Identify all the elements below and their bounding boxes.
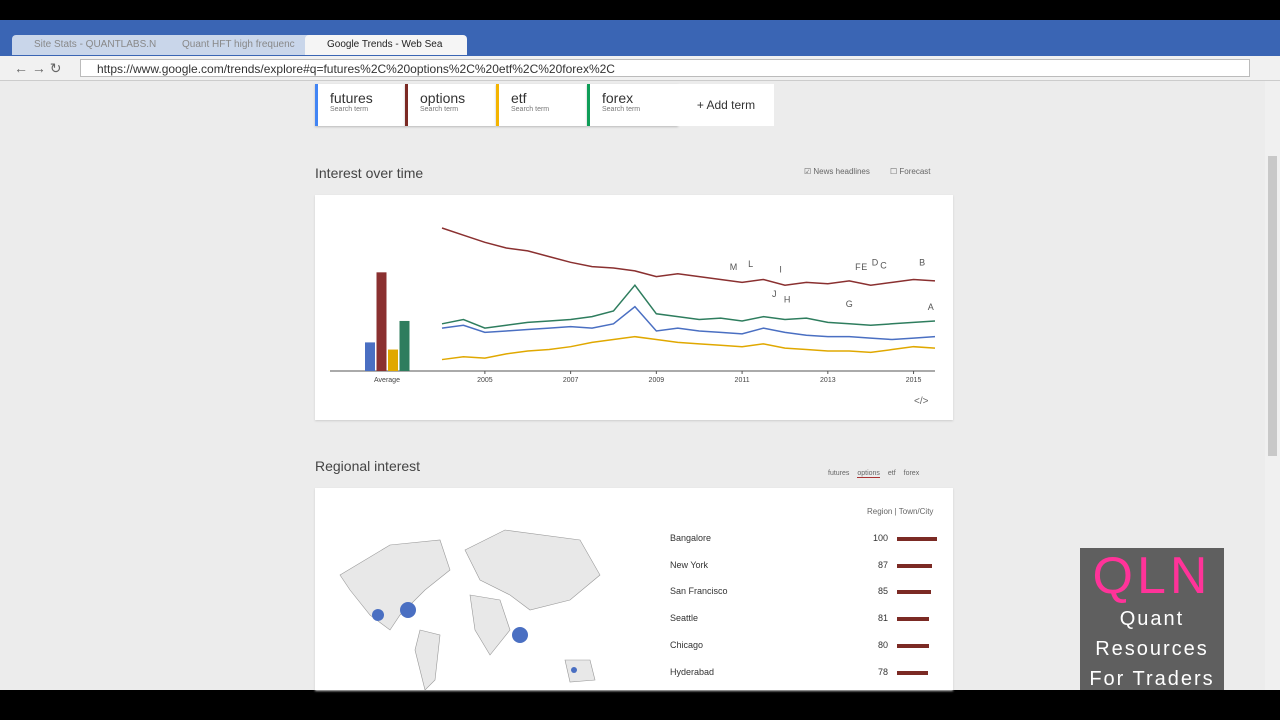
average-bar: [365, 342, 375, 371]
world-map: [339, 529, 601, 690]
region-value: 100: [872, 533, 888, 543]
search-term[interactable]: etf Search term: [496, 84, 587, 126]
x-tick-label: 2007: [563, 377, 579, 384]
region-value: 80: [877, 639, 888, 650]
search-term[interactable]: futures Search term: [315, 84, 406, 126]
address-bar[interactable]: https://www.google.com/trends/explore#q=…: [80, 59, 1250, 77]
annotation: A: [928, 302, 934, 312]
trend-line: [441, 283, 936, 329]
region-value: 87: [877, 559, 888, 570]
region-name: Bangalore: [670, 533, 712, 543]
tab[interactable]: Site Stats - QUANTLABS.N: [12, 35, 174, 55]
region-bar: [897, 563, 932, 568]
average-bar: [399, 320, 410, 371]
region-bar: [897, 590, 931, 595]
section-title: Regional interest: [315, 458, 421, 474]
checkbox[interactable]: ☐ Forecast: [890, 167, 931, 176]
search-term[interactable]: forex Search term: [587, 84, 678, 126]
section-title: Interest over time: [315, 165, 424, 181]
checkbox[interactable]: ☑ News headlines: [804, 167, 870, 176]
view-toggle[interactable]: Region | Town/City: [867, 507, 934, 516]
embed-button[interactable]: </>: [914, 396, 929, 407]
annotation: F: [855, 262, 861, 272]
annotation: B: [919, 257, 925, 267]
annotation: E: [861, 262, 867, 272]
annotation: G: [846, 299, 853, 309]
nav-buttons[interactable]: ← → ↻: [14, 60, 62, 76]
average-bar: [388, 349, 398, 371]
annotation: L: [748, 259, 753, 269]
annotation: J: [772, 289, 777, 299]
region-bar: [897, 537, 937, 541]
region-value: 78: [877, 666, 888, 677]
region-name: Chicago: [670, 639, 704, 650]
region-bar: [897, 617, 930, 622]
x-tick-label: 2015: [906, 377, 922, 384]
x-tick-label: 2005: [477, 377, 493, 384]
watermark: QLN Quant Resources For Traders: [1080, 548, 1224, 690]
region-value: 81: [877, 613, 888, 624]
trend-line: [441, 335, 936, 361]
region-bar: [897, 670, 929, 675]
x-tick-label: 2013: [820, 377, 836, 384]
average-bar: [376, 272, 387, 371]
annotation: M: [730, 262, 738, 272]
annotation: H: [784, 295, 791, 305]
active-tab[interactable]: Google Trends - Web Sea: [305, 35, 467, 55]
trend-line: [441, 305, 936, 341]
annotation: C: [880, 260, 887, 270]
scrollbar[interactable]: [1265, 81, 1280, 690]
tab[interactable]: Quant HFT high frequenc: [160, 35, 317, 55]
region-tabs[interactable]: futures options etf forex: [828, 470, 920, 478]
annotation: D: [872, 257, 879, 267]
region-value: 85: [877, 586, 888, 597]
region-name: San Francisco: [670, 586, 728, 597]
region-name: Hyderabad: [670, 666, 715, 677]
add-term[interactable]: + Add term: [678, 84, 774, 126]
search-term[interactable]: options Search term: [405, 84, 496, 126]
chart: 2005 2007 2009 2011 2013 2015 Average M L I F E D C B J…: [330, 227, 936, 384]
x-tick-label: 2009: [649, 377, 665, 384]
annotation: I: [779, 265, 782, 275]
x-tick-label: 2011: [735, 377, 750, 384]
trend-line: [441, 227, 936, 286]
region-name: New York: [670, 559, 709, 570]
average-label: Average: [374, 377, 400, 384]
region-bar: [897, 643, 929, 648]
region-name: Seattle: [670, 613, 699, 624]
